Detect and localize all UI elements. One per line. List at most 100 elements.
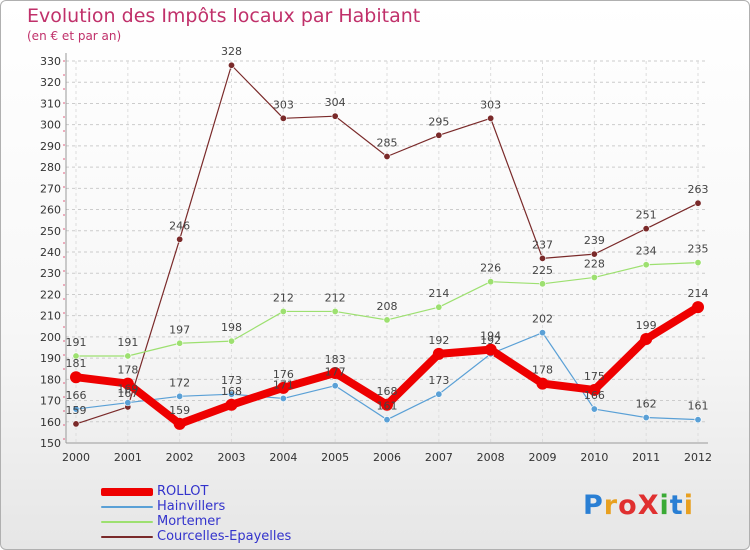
data-point [176, 339, 184, 347]
data-label: 263 [688, 183, 709, 196]
y-tick-label: 170 [40, 395, 61, 408]
data-point [279, 114, 287, 122]
data-label: 176 [273, 368, 294, 381]
data-label: 191 [117, 336, 138, 349]
data-label: 198 [221, 321, 242, 334]
data-label: 168 [377, 385, 398, 398]
axes [63, 53, 708, 444]
data-label: 212 [273, 291, 294, 304]
data-point [538, 280, 546, 288]
legend-label: Hainvillers [157, 499, 226, 514]
data-label: 226 [480, 262, 501, 275]
data-point [435, 303, 443, 311]
data-label: 237 [532, 238, 553, 251]
data-point [121, 377, 134, 390]
data-label: 303 [273, 98, 294, 111]
data-point [331, 307, 339, 315]
data-point [331, 382, 339, 390]
data-label: 166 [66, 389, 87, 402]
y-tick-label: 220 [40, 288, 61, 301]
x-tick-label: 2011 [632, 451, 660, 464]
data-point [124, 352, 132, 360]
data-label: 191 [66, 336, 87, 349]
logo-letter: i [683, 490, 694, 521]
data-label: 202 [532, 313, 553, 326]
data-point [536, 377, 549, 390]
x-tick-label: 2007 [425, 451, 453, 464]
y-tick-label: 180 [40, 373, 61, 386]
legend-swatch [101, 506, 153, 508]
data-point [538, 254, 546, 262]
data-label: 194 [480, 330, 501, 343]
data-label: 175 [584, 370, 605, 383]
data-point [228, 390, 236, 398]
x-tick-label: 2003 [218, 451, 246, 464]
data-label: 167 [117, 387, 138, 400]
data-point [173, 417, 186, 430]
data-label: 173 [221, 374, 242, 387]
y-tick-label: 290 [40, 140, 61, 153]
x-tick-label: 2006 [373, 451, 401, 464]
data-point [432, 347, 445, 360]
series-points [70, 61, 704, 430]
data-point [640, 333, 653, 346]
data-point [435, 131, 443, 139]
data-label: 214 [428, 287, 449, 300]
data-point [228, 337, 236, 345]
data-point [642, 414, 650, 422]
data-label: 159 [66, 404, 87, 417]
data-label: 328 [221, 45, 242, 58]
data-label: 212 [325, 291, 346, 304]
data-label: 181 [66, 357, 87, 370]
data-point [329, 366, 342, 379]
data-point [383, 153, 391, 161]
data-label: 228 [584, 257, 605, 270]
data-label: 246 [169, 219, 190, 232]
y-tick-label: 270 [40, 182, 61, 195]
y-tick-label: 280 [40, 161, 61, 174]
data-label: 173 [428, 374, 449, 387]
data-point [72, 352, 80, 360]
data-label: 169 [117, 383, 138, 396]
data-point [694, 199, 702, 207]
logo-letter: r [603, 490, 619, 521]
data-point [70, 371, 82, 384]
x-tick-label: 2010 [580, 451, 608, 464]
y-tick-label: 200 [40, 331, 61, 344]
logo-letter: o [618, 490, 638, 521]
data-label: 172 [169, 376, 190, 389]
data-label: 161 [377, 400, 398, 413]
data-point [277, 381, 290, 394]
data-point [590, 273, 598, 281]
data-label: 177 [325, 366, 346, 379]
data-point [642, 225, 650, 233]
data-label: 166 [584, 389, 605, 402]
data-label: 208 [377, 300, 398, 313]
logo-letter: X [637, 490, 660, 521]
data-label: 235 [688, 243, 709, 256]
x-tick-label: 2002 [166, 451, 194, 464]
x-tick-label: 2009 [529, 451, 557, 464]
data-point [176, 235, 184, 243]
legend-swatch [101, 488, 153, 496]
data-point [588, 383, 601, 396]
data-point [225, 398, 238, 411]
x-tick-label: 2008 [477, 451, 505, 464]
data-label: 285 [377, 137, 398, 150]
y-tick-label: 310 [40, 97, 61, 110]
data-point [590, 405, 598, 413]
data-label: 303 [480, 98, 501, 111]
data-point [694, 259, 702, 267]
data-point [590, 250, 598, 258]
x-tick-label: 2012 [684, 451, 712, 464]
data-point [72, 420, 80, 428]
data-point [72, 405, 80, 413]
data-point [642, 261, 650, 269]
y-tick-label: 160 [40, 416, 61, 429]
data-label: 159 [169, 404, 190, 417]
legend-label: ROLLOT [157, 484, 209, 499]
data-point [487, 114, 495, 122]
data-label: 161 [688, 400, 709, 413]
